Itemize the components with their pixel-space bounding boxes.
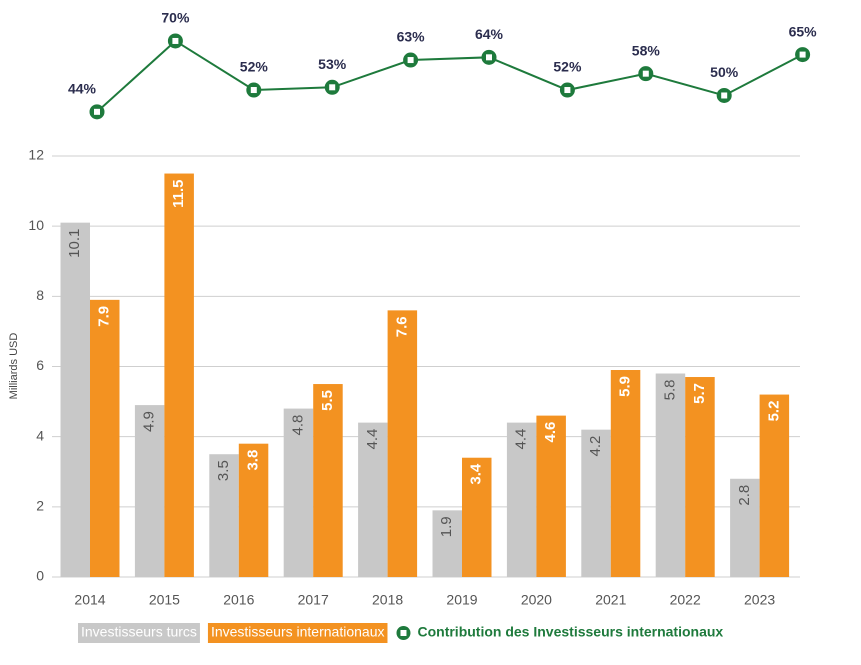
bar-value-label: 3.4 — [468, 463, 485, 485]
x-tick-label: 2019 — [446, 592, 477, 608]
bar-value-label: 7.9 — [96, 306, 113, 327]
bar-value-label: 10.1 — [66, 229, 83, 258]
marker-center — [642, 70, 649, 77]
bar — [685, 377, 715, 577]
point-label: 52% — [553, 59, 582, 75]
marker-center — [407, 57, 414, 64]
marker-center — [486, 54, 492, 61]
marker-center — [799, 51, 806, 58]
bar-value-label: 4.8 — [289, 415, 306, 436]
point-label: 53% — [318, 56, 347, 72]
x-tick-label: 2021 — [595, 592, 626, 608]
bar-value-label: 5.2 — [765, 401, 782, 422]
bar-value-label: 4.2 — [587, 436, 604, 457]
bar-value-label: 4.9 — [141, 411, 158, 432]
bar — [506, 422, 537, 577]
bar — [432, 510, 462, 577]
bar-value-label: 11.5 — [170, 180, 187, 208]
bar-value-label: 4.4 — [364, 429, 381, 450]
marker-center — [172, 37, 179, 44]
bar — [730, 478, 760, 577]
bar — [313, 384, 343, 577]
marker-center — [250, 87, 257, 94]
legend-label: Investisseurs turcs — [81, 624, 197, 640]
legend-label: Contribution des Investisseurs internati… — [417, 624, 723, 640]
bar-value-label: 5.7 — [691, 383, 708, 404]
marker-center — [329, 84, 336, 91]
x-tick-label: 2015 — [149, 592, 180, 608]
bar — [90, 299, 120, 577]
bar — [462, 457, 492, 577]
bar-value-label: 7.6 — [393, 316, 410, 337]
bar — [387, 310, 418, 577]
bar — [655, 373, 686, 577]
marker-center — [721, 92, 728, 99]
legend-swatch — [78, 623, 200, 643]
bar — [60, 222, 90, 578]
x-tick-label: 2017 — [298, 592, 329, 608]
bar-value-label: 4.6 — [542, 422, 559, 443]
legend-label: Investisseurs internationaux — [211, 624, 385, 640]
point-label: 64% — [475, 26, 504, 42]
y-tick-label: 6 — [36, 357, 44, 373]
bar-value-label: 2.8 — [736, 485, 753, 506]
x-tick-label: 2023 — [744, 592, 775, 608]
marker-center — [564, 87, 571, 94]
x-tick-label: 2016 — [223, 592, 254, 608]
marker-center — [94, 108, 100, 115]
x-tick-label: 2014 — [74, 592, 105, 608]
y-tick-label: 10 — [28, 217, 44, 233]
point-label: 52% — [240, 59, 269, 75]
line — [96, 39, 804, 113]
point-label: 50% — [710, 64, 739, 80]
bar — [209, 454, 239, 577]
point-label: 70% — [161, 10, 190, 26]
point-label: 65% — [789, 23, 818, 39]
bar — [536, 415, 566, 577]
bar — [164, 173, 194, 577]
bar-value-label: 3.8 — [245, 450, 262, 471]
y-tick-label: 12 — [28, 147, 44, 163]
x-tick-label: 2020 — [521, 592, 552, 608]
bar — [610, 370, 641, 577]
x-tick-label: 2022 — [670, 592, 701, 608]
point-label: 44% — [68, 81, 97, 97]
bar-value-label: 1.9 — [438, 516, 455, 537]
y-tick-label: 8 — [36, 287, 44, 303]
bar — [238, 443, 269, 577]
y-axis-label: Milliards USD — [8, 333, 20, 400]
y-tick-label: 0 — [36, 568, 44, 584]
bar-value-label: 3.5 — [215, 460, 232, 481]
x-tick-label: 2018 — [372, 592, 403, 608]
bar — [358, 422, 388, 577]
legend-swatch — [207, 623, 388, 643]
bar-value-label: 5.5 — [319, 390, 336, 411]
legend-marker-center — [400, 630, 407, 636]
bar-value-label: 5.9 — [617, 376, 634, 397]
bar — [581, 429, 611, 577]
point-label: 63% — [397, 29, 426, 45]
bar — [134, 405, 165, 577]
bar — [759, 394, 790, 577]
point-label: 58% — [632, 42, 661, 58]
bar-value-label: 4.4 — [513, 429, 530, 450]
y-tick-label: 2 — [36, 498, 44, 514]
y-tick-label: 4 — [36, 427, 44, 443]
bar — [283, 408, 314, 577]
bar-value-label: 5.8 — [661, 380, 678, 401]
